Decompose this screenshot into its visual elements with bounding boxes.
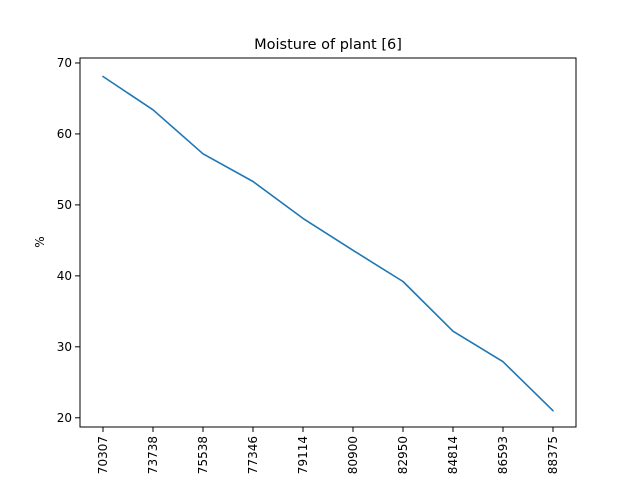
y-axis: 20 30 40 50 60 70 [57, 56, 80, 425]
x-tick-label: 86593 [496, 436, 510, 474]
x-tick-label: 79114 [296, 436, 310, 474]
series-layer [102, 75, 554, 412]
x-tick-label: 88375 [546, 436, 560, 474]
x-tick-label: 73738 [146, 436, 160, 474]
x-tick-label: 84814 [446, 436, 460, 474]
y-tick-label: 60 [57, 127, 72, 141]
y-tick-label: 20 [57, 411, 72, 425]
x-tick-label: 75538 [196, 436, 210, 474]
x-tick-label: 80900 [346, 436, 360, 474]
chart-title: Moisture of plant [6] [254, 37, 402, 53]
plot-frame [79, 57, 577, 428]
y-tick-label: 40 [57, 269, 72, 283]
y-axis-label: % [33, 236, 47, 247]
y-tick-label: 50 [57, 198, 72, 212]
x-tick-label: 82950 [396, 436, 410, 474]
y-tick-label: 30 [57, 340, 72, 354]
x-tick-label: 70307 [96, 436, 110, 474]
y-tick-label: 70 [57, 56, 72, 70]
x-axis: 70307 73738 75538 77346 79114 80900 82950 84814… [96, 427, 560, 474]
series-line [102, 75, 554, 412]
x-tick-label: 77346 [246, 436, 260, 474]
